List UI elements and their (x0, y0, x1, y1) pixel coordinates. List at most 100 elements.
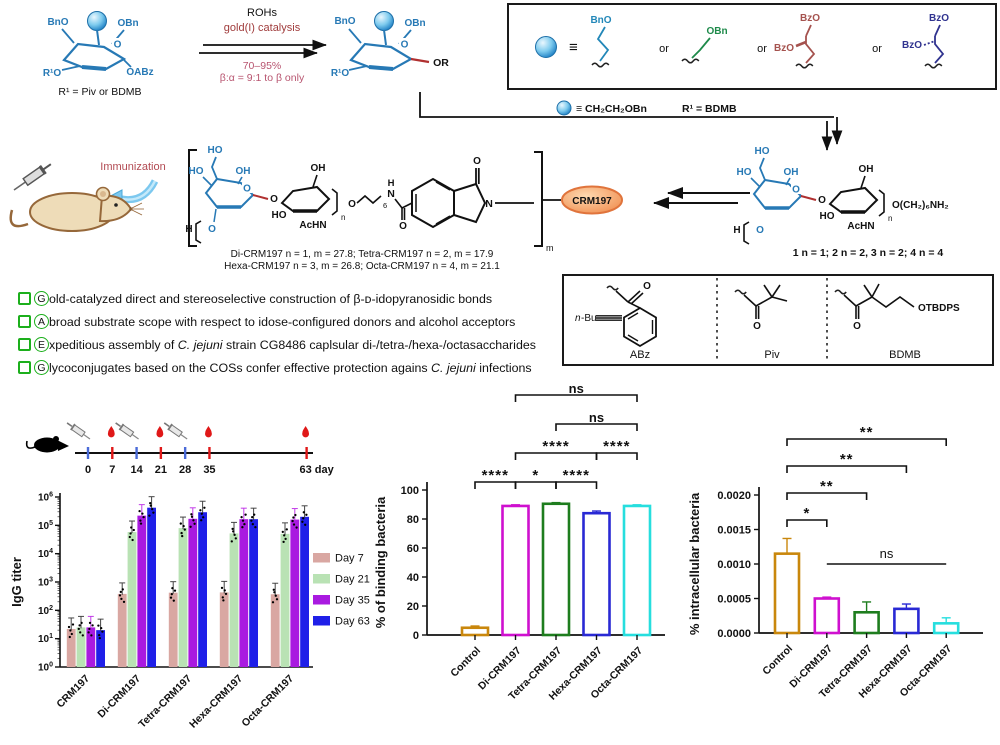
scatter-dot (251, 516, 254, 519)
bar (300, 516, 309, 667)
scatter-dot (170, 593, 173, 596)
x-category-label: Octa-CRM197 (239, 673, 296, 730)
scatter-dot (183, 528, 186, 531)
label-oabz: OABz (126, 67, 153, 78)
bar (249, 519, 258, 667)
sphere-icon (535, 36, 557, 58)
svg-text:N: N (387, 188, 395, 200)
scatter-dot (193, 522, 196, 525)
bar (813, 597, 841, 635)
scatter-dot (224, 592, 228, 596)
sig-bracket (786, 492, 868, 500)
timeline-day-label: 63 day (299, 464, 334, 476)
svg-text:O: O (348, 199, 356, 210)
scatter-dot (101, 630, 104, 633)
svg-text:HO: HO (272, 210, 287, 221)
syringe-icon (115, 422, 139, 440)
scatter-dot (180, 531, 183, 535)
mouse-icon (25, 436, 69, 453)
y-axis-title: % of binding bacteria (373, 496, 388, 628)
sig-label: * (803, 505, 810, 522)
circled-letter: A (34, 314, 49, 329)
y-axis-title: % intracellular bacteria (687, 492, 702, 635)
y-axis-title: IgG titer (9, 557, 24, 607)
bar (198, 512, 207, 667)
label-ring-o: O (114, 40, 122, 51)
scatter-dot (243, 523, 246, 526)
sig-bracket (595, 452, 638, 460)
selectivity-text: β:α = 9:1 to β only (220, 72, 305, 84)
y-tick-label: 100 (401, 485, 419, 497)
svg-text:OH: OH (859, 164, 874, 175)
scatter-dot (98, 636, 101, 640)
scatter-dot (148, 514, 151, 517)
scatter-dot (220, 586, 224, 590)
scatter-dot (202, 516, 205, 519)
svg-text:HO: HO (820, 211, 835, 222)
compound-numbering: 1 n = 1; 2 n = 2, 3 n = 2; 4 n = 4 (793, 247, 944, 259)
scatter-dot (275, 598, 279, 601)
legend: Day 7 Day 21 Day 35 Day 63 (313, 553, 370, 628)
label-bno: BnO (47, 17, 68, 28)
checkbox-icon (18, 338, 31, 351)
scatter-dot (171, 587, 174, 590)
or-text: or (872, 43, 882, 55)
crm197-oval (561, 185, 623, 215)
scatter-dot (240, 516, 243, 519)
y-tick-label: 104 (38, 548, 53, 560)
binding-bacteria-chart: 0 20 40 60 80 100 % of binding bacteria Control… (373, 381, 665, 703)
svg-text:HO: HO (755, 146, 770, 157)
scatter-dot (90, 634, 93, 637)
product-structure: BnO OBn O R¹O OR (331, 11, 449, 79)
x-category-label: Tetra-CRM197 (136, 673, 194, 731)
scatter-dot (285, 528, 288, 531)
x-category-label: Hexa-CRM197 (187, 673, 245, 731)
x-category-label: Control (760, 643, 795, 678)
scatter-dot (203, 506, 206, 509)
squiggle-bond (924, 63, 943, 69)
sig-label: **** (542, 438, 569, 455)
svg-text:OH: OH (236, 166, 251, 177)
scatter-dot (292, 523, 296, 526)
svg-text:O: O (270, 194, 278, 205)
y-tick-label: 106 (38, 492, 53, 504)
scatter-dot (200, 519, 203, 522)
sig-bracket (786, 438, 947, 446)
retro-arrows (653, 187, 750, 209)
sig-label: ns (880, 546, 894, 561)
scatter-dot (291, 519, 294, 523)
sig-label: ** (840, 451, 854, 468)
sig-label: ns (569, 381, 584, 396)
y-tick-label: 60 (407, 543, 419, 555)
svg-text:HO: HO (208, 145, 223, 156)
scatter-dot (254, 526, 257, 529)
scatter-dot (223, 589, 226, 592)
scatter-dot (87, 631, 90, 634)
bar (932, 622, 960, 635)
svg-text:OH: OH (311, 163, 326, 174)
scatter-dot (122, 600, 126, 604)
bar (219, 592, 229, 667)
yield-text: 70–95% (243, 60, 282, 72)
reaction-scheme: BnO OBn O R¹O OABz R¹ = Piv or BDMB ROHs… (9, 3, 997, 366)
scatter-dot (149, 502, 152, 505)
sig-bracket (555, 423, 638, 431)
squiggle-bond (606, 285, 619, 291)
bar (168, 592, 178, 667)
scatter-dot (241, 526, 244, 529)
svg-text:O: O (792, 185, 800, 196)
x-category-label: Di-CRM197 (95, 673, 143, 721)
x-category-label: CRM197 (54, 673, 92, 711)
blood-drop-icon (205, 426, 212, 438)
legend-swatch (313, 616, 330, 626)
bdmb-label: BDMB (889, 349, 921, 361)
scatter-dot (234, 537, 237, 540)
bar (501, 504, 530, 637)
legend-swatch (313, 574, 330, 584)
svg-text:O: O (243, 184, 251, 195)
y-tick-label: 0 (413, 630, 419, 642)
bar (773, 552, 801, 635)
scatter-dot (79, 631, 82, 634)
scatter-dot (132, 528, 135, 532)
legend-label: Day 35 (335, 595, 370, 607)
